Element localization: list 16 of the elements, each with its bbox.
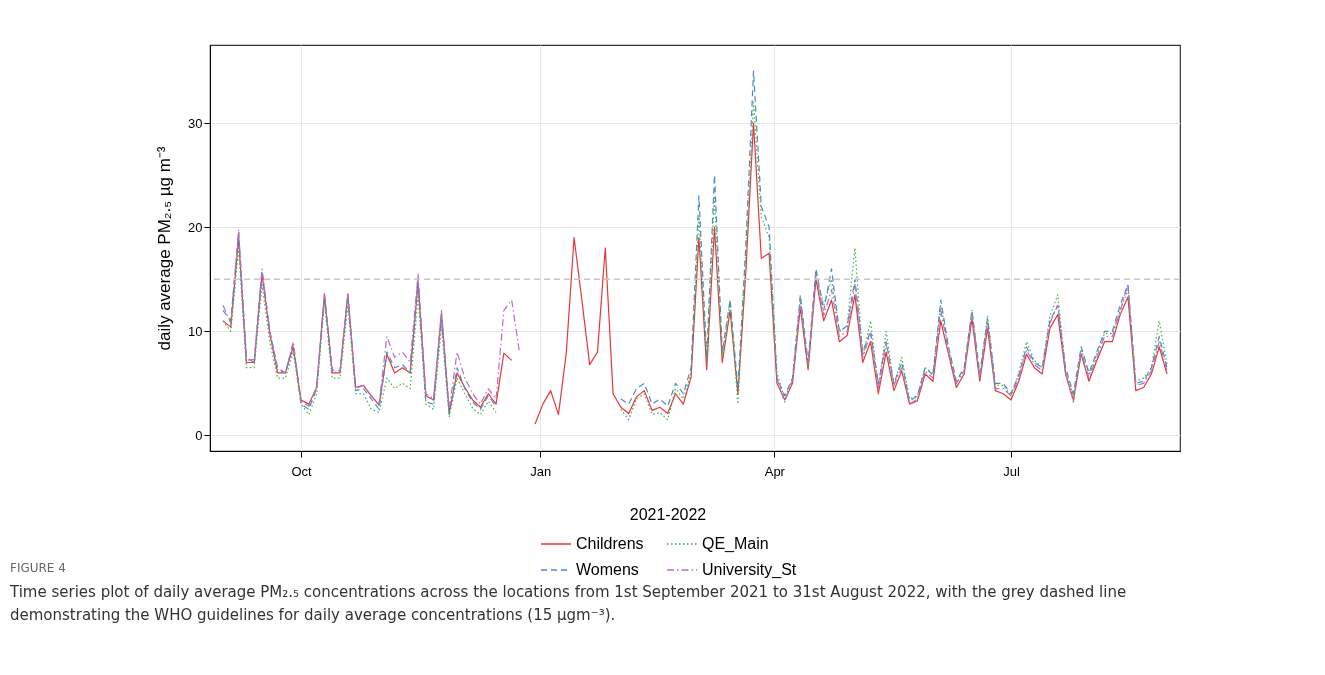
x-tick-label: Apr <box>764 463 786 479</box>
y-tick-label: 20 <box>188 219 203 235</box>
legend-label: University_St <box>702 561 797 579</box>
legend-label: Childrens <box>576 535 644 552</box>
y-tick-label: 0 <box>195 427 203 443</box>
y-tick-label: 10 <box>188 323 203 339</box>
caption: FIGURE 4 <box>10 561 66 575</box>
y-axis-title: daily average PM₂.₅ µg m⁻³ <box>155 146 175 351</box>
x-tick-label: Jan <box>530 463 552 479</box>
legend-label: Womens <box>576 561 639 578</box>
x-tick-label: Oct <box>291 463 313 479</box>
legend-title: 2021-2022 <box>629 506 707 523</box>
legend-label: QE_Main <box>702 535 769 553</box>
x-tick-label: Jul <box>1003 463 1020 479</box>
y-tick-label: 30 <box>188 115 203 131</box>
text: Time series plot of daily average PM₂.₅ concentrations across the locations from 1st September 2021 to 31st August 2022, with the grey dashed line demonstrating the WHO guidelines for daily average concentrations (15 µgm⁻³). <box>9 583 1127 624</box>
